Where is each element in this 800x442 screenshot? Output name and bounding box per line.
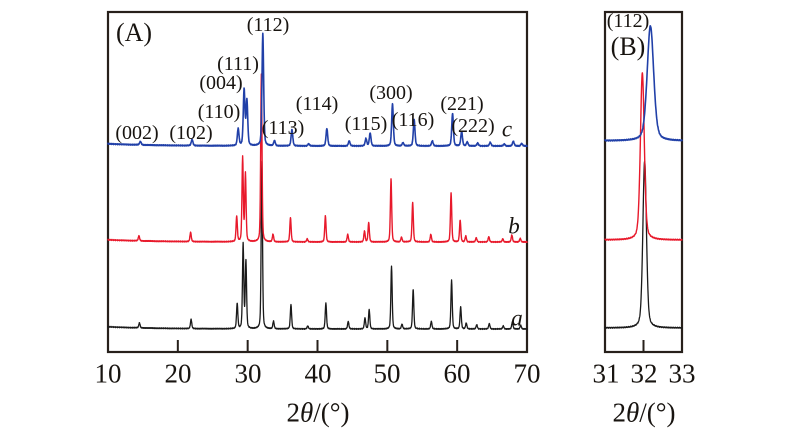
hkl-label-002: (002) <box>115 122 159 144</box>
panel-a-x-tick-60: 60 <box>443 358 471 389</box>
xrd-trace-b-zoom <box>604 72 683 241</box>
hkl-label-114: (114) <box>295 93 339 115</box>
hkl-label-116: (116) <box>391 109 435 131</box>
panel-a-x-tick-50: 50 <box>373 358 401 389</box>
xrd-trace-a-zoom <box>604 160 683 329</box>
panel-b-x-tick-31: 31 <box>592 358 620 389</box>
panel-b-x-axis-label: 2θ/(°) <box>612 397 676 428</box>
hkl-label-112: (112) <box>246 14 290 36</box>
hkl-label-110: (110) <box>197 101 241 123</box>
hkl-label-221: (221) <box>440 93 484 115</box>
panel-b-title: (B) <box>610 32 646 61</box>
panel-a-x-tick-40: 40 <box>304 358 332 389</box>
xrd-trace-c <box>107 32 528 148</box>
panel-a-x-tick-10: 10 <box>94 358 122 389</box>
series-label-c: c <box>501 116 513 142</box>
xrd-trace-c-zoom <box>604 25 683 142</box>
series-label-b: b <box>508 213 520 239</box>
panel-a-tick-marks <box>176 340 459 351</box>
series-label-a: a <box>511 305 523 331</box>
panel-b-plot <box>603 10 684 354</box>
xrd-trace-a <box>107 160 528 331</box>
xrd-trace-b <box>107 73 528 244</box>
hkl-label-102: (102) <box>169 122 213 144</box>
panel-a-plot <box>106 10 529 354</box>
panel-a-title: (A) <box>115 18 153 47</box>
hkl-label-300: (300) <box>369 82 413 104</box>
hkl-label-115: (115) <box>344 113 388 135</box>
panel-b-frame <box>603 10 684 354</box>
panel-b-x-tick-32: 32 <box>630 358 658 389</box>
panel-a-x-tick-70: 70 <box>513 358 541 389</box>
panel-b-x-tick-33: 33 <box>668 358 696 389</box>
panel-a-frame <box>106 10 529 354</box>
hkl-label-222: (222) <box>451 115 495 137</box>
panel-b-hkl-label-112: (112) <box>606 10 650 32</box>
hkl-label-004: (004) <box>199 72 243 94</box>
panel-a-x-tick-30: 30 <box>234 358 262 389</box>
panel-a-x-axis-label: 2θ/(°) <box>286 397 350 428</box>
panel-a-x-tick-20: 20 <box>164 358 192 389</box>
hkl-label-111: (111) <box>217 53 259 75</box>
hkl-label-113: (113) <box>261 117 305 139</box>
